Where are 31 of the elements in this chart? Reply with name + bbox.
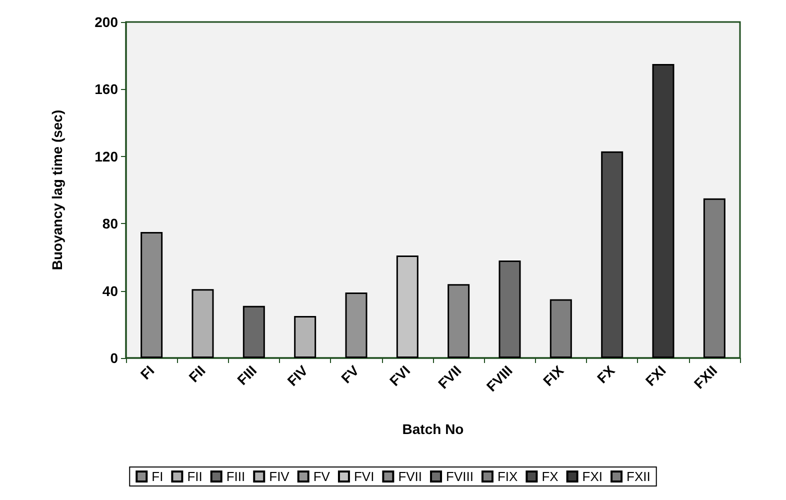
legend-label: FV — [313, 469, 330, 484]
legend-label: FVII — [398, 469, 422, 484]
x-tick-label: FXII — [690, 362, 720, 392]
legend-label: FI — [152, 469, 164, 484]
y-tick-label: 80 — [102, 216, 118, 232]
x-tick-label: FIX — [540, 362, 568, 390]
x-tick-label: FVII — [434, 362, 464, 392]
x-axis-title: Batch No — [402, 421, 464, 437]
legend-label: FXII — [626, 469, 650, 484]
x-tick-label: FXI — [642, 362, 669, 390]
x-tick-label: FX — [594, 362, 618, 386]
y-axis-title: Buoyancy lag time (sec) — [49, 110, 65, 270]
legend-label: FVIII — [446, 469, 474, 484]
legend-label: FIII — [226, 469, 246, 484]
legend-label: FXI — [582, 469, 603, 484]
y-tick-label: 160 — [94, 81, 118, 98]
legend-label: FIV — [269, 469, 290, 484]
x-tick-label: FIII — [234, 362, 260, 388]
legend-label: FIX — [497, 469, 518, 484]
legend-label: FVI — [354, 469, 374, 484]
y-tick-label: 0 — [110, 350, 118, 366]
y-tick-label: 120 — [94, 148, 118, 164]
x-tick-label: FV — [338, 362, 362, 386]
x-tick-label: FII — [186, 362, 208, 386]
x-tick-label: FI — [137, 362, 158, 382]
y-tick-label: 40 — [102, 282, 118, 299]
legend-label: FII — [187, 469, 202, 484]
y-tick-label: 200 — [94, 14, 118, 30]
x-tick-label: FIV — [284, 362, 312, 390]
legend-label: FX — [542, 469, 559, 484]
x-tick-label: FVI — [386, 362, 414, 390]
